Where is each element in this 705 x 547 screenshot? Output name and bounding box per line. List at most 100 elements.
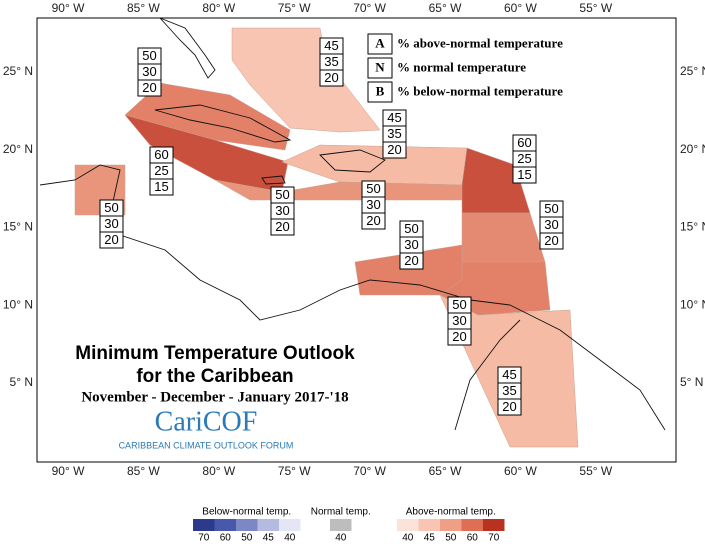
box-value: 25 xyxy=(517,151,531,166)
box-value: 20 xyxy=(104,232,118,247)
box-value: 20 xyxy=(544,233,558,248)
lon-label: 90° W xyxy=(52,464,85,478)
legend-label: 50 xyxy=(241,533,253,542)
box-value: 35 xyxy=(324,54,338,69)
box-value: 30 xyxy=(366,197,380,212)
lon-label: 70° W xyxy=(353,464,386,478)
box-value: 50 xyxy=(275,187,289,202)
box-value: 30 xyxy=(142,64,156,79)
logo-subtitle: CARIBBEAN CLIMATE OUTLOOK FORUM xyxy=(119,440,294,450)
legend-label: 45 xyxy=(263,533,275,542)
lat-label: 15° N xyxy=(3,220,33,234)
box-value: 50 xyxy=(452,297,466,312)
legend-label: 40 xyxy=(335,533,347,542)
legend-swatch xyxy=(483,519,505,531)
legend-swatch xyxy=(257,519,279,531)
box-cell xyxy=(319,69,344,87)
legend-swatch xyxy=(193,519,215,531)
box-value: 60 xyxy=(517,135,531,150)
lat-label: 25° N xyxy=(680,64,705,78)
lat-label: 5° N xyxy=(10,375,33,389)
legend-label: 40 xyxy=(402,533,414,542)
key-cell xyxy=(367,57,393,79)
box-value: 30 xyxy=(275,203,289,218)
box-value: 30 xyxy=(544,217,558,232)
box-cell xyxy=(399,252,424,270)
box-cell xyxy=(497,398,522,416)
lon-label: 80° W xyxy=(202,464,235,478)
key-text: % below-normal temperature xyxy=(397,83,563,98)
legend-swatch xyxy=(461,519,483,531)
lon-label: 60° W xyxy=(504,1,537,15)
legend-label: 45 xyxy=(424,533,436,542)
box-cell xyxy=(361,212,386,230)
legend-label: 50 xyxy=(445,533,457,542)
jamaica xyxy=(261,175,286,185)
title-line: Minimum Temperature Outlook xyxy=(75,343,355,364)
box-value: 50 xyxy=(404,221,418,236)
region xyxy=(339,181,463,201)
box-value: 20 xyxy=(387,142,401,157)
lat-label: 20° N xyxy=(680,142,705,156)
map-frame xyxy=(36,17,677,463)
box-value: 20 xyxy=(404,253,418,268)
box-value: 50 xyxy=(366,181,380,196)
box-value: 50 xyxy=(544,201,558,216)
title-line: for the Caribbean xyxy=(136,366,293,387)
box-value: 20 xyxy=(142,80,156,95)
color-legend: Below-normal temp. 70 60 50 45 40 Normal temp.… xyxy=(193,507,505,544)
box-value: 20 xyxy=(502,399,516,414)
lat-label: 25° N xyxy=(3,64,33,78)
lon-label: 80° W xyxy=(202,1,235,15)
key-text: % normal temperature xyxy=(397,59,526,74)
probability-boxes: 4535205030206025155030204535205030205030… xyxy=(99,37,564,416)
mainland-coast xyxy=(39,164,666,431)
key-letter: A xyxy=(375,35,385,50)
box-value: 25 xyxy=(154,163,168,178)
legend-swatch xyxy=(236,519,258,531)
box-cell xyxy=(149,178,174,196)
lat-label: 15° N xyxy=(680,220,705,234)
box-cell xyxy=(539,232,564,250)
lon-label: 55° W xyxy=(579,464,612,478)
key-text: % above-normal temperature xyxy=(397,35,563,50)
inland-border xyxy=(454,319,521,431)
legend-title: Normal temp. xyxy=(311,507,371,518)
box-value: 35 xyxy=(387,126,401,141)
coastlines xyxy=(39,17,666,431)
key-cell xyxy=(367,81,393,103)
legend-label: 60 xyxy=(220,533,232,542)
box-value: 30 xyxy=(404,237,418,252)
legend-swatch xyxy=(418,519,440,531)
logo: CariCOF xyxy=(155,406,258,437)
lat-label: 10° N xyxy=(3,297,33,311)
lon-label: 75° W xyxy=(278,464,311,478)
box-cell xyxy=(99,231,124,249)
lon-label: 70° W xyxy=(353,1,386,15)
box-value: 45 xyxy=(324,38,338,53)
legend-label: 40 xyxy=(284,533,296,542)
lon-label: 65° W xyxy=(429,464,462,478)
box-value: 30 xyxy=(452,313,466,328)
legend-swatch xyxy=(330,519,352,531)
hispaniola xyxy=(319,149,386,173)
period: November - December - January 2017-'18 xyxy=(81,389,348,405)
lon-label: 85° W xyxy=(127,1,160,15)
box-cell xyxy=(447,328,472,346)
lon-label: 85° W xyxy=(127,464,160,478)
box-value: 15 xyxy=(154,179,168,194)
lat-label: 20° N xyxy=(3,142,33,156)
legend-swatch xyxy=(397,519,419,531)
legend-label: 70 xyxy=(488,533,500,542)
box-cell xyxy=(270,218,295,236)
legend-title: Above-normal temp. xyxy=(406,507,496,518)
lon-label: 60° W xyxy=(504,464,537,478)
box-value: 30 xyxy=(104,216,118,231)
box-value: 20 xyxy=(275,219,289,234)
lon-label: 65° W xyxy=(429,1,462,15)
lon-label: 90° W xyxy=(52,1,85,15)
key: A % above-normal temperature N % normal tem… xyxy=(367,33,563,103)
box-value: 45 xyxy=(502,367,516,382)
